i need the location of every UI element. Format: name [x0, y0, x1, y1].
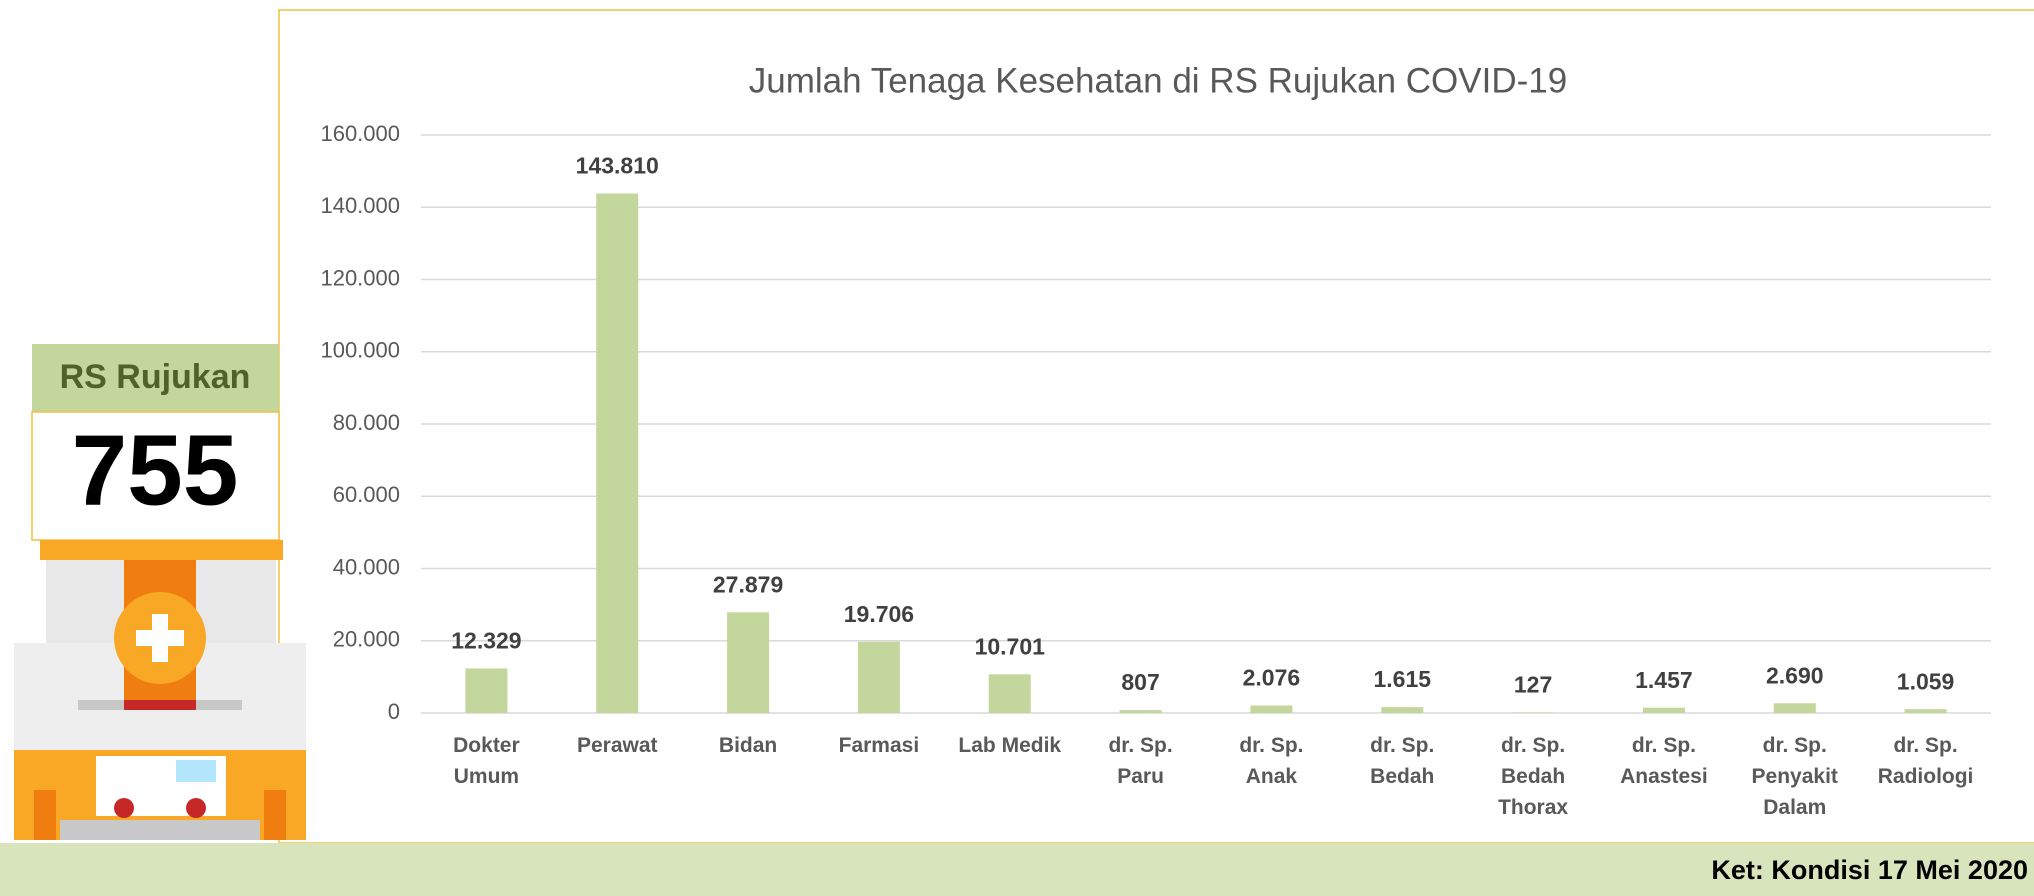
data-label: 19.706 [844, 601, 914, 627]
data-label: 12.329 [451, 628, 521, 654]
data-label: 1.615 [1373, 666, 1431, 692]
data-label: 2.690 [1766, 662, 1824, 688]
bar [1773, 703, 1816, 713]
panel-label: RS Rujukan [60, 358, 251, 396]
x-tick-label: dr. Sp. Anastesi [1620, 734, 1708, 788]
y-tick-label: 80.000 [333, 410, 400, 435]
bar [1250, 705, 1293, 713]
footer-note: Ket: Kondisi 17 Mei 2020 [1711, 855, 2028, 885]
data-label: 10.701 [975, 633, 1046, 659]
bar [1642, 707, 1685, 713]
bar [596, 193, 639, 713]
panel-count: 755 [72, 414, 239, 526]
data-label: 1.059 [1897, 668, 1955, 694]
y-tick-label: 160.000 [320, 121, 400, 146]
bar [465, 668, 508, 713]
data-label: 27.879 [713, 571, 783, 597]
x-tick-label: dr. Sp. Penyakit Dalam [1751, 734, 1838, 819]
x-tick-label: Farmasi [838, 734, 920, 757]
x-tick-label: dr. Sp. Bedah Thorax [1498, 734, 1569, 819]
x-tick-label: dr. Sp. Radiologi [1877, 734, 1974, 788]
hospital-icon [14, 540, 306, 840]
bar [988, 674, 1031, 713]
y-tick-label: 120.000 [320, 265, 400, 290]
x-tick-label: Dokter Umum [453, 734, 520, 788]
x-tick-label: dr. Sp. Paru [1108, 734, 1173, 788]
data-label: 127 [1514, 672, 1552, 698]
x-tick-label: Bidan [718, 734, 778, 757]
data-label: 807 [1121, 669, 1159, 695]
bar [1381, 707, 1424, 713]
footer-band [0, 843, 2034, 896]
bar [1119, 710, 1162, 713]
y-tick-label: 100.000 [320, 338, 400, 363]
y-tick-label: 20.000 [333, 627, 400, 652]
x-tick-label: Perawat [576, 734, 658, 757]
data-label: 1.457 [1635, 667, 1693, 693]
x-tick-label: Lab Medik [958, 734, 1062, 757]
data-label: 143.810 [576, 153, 659, 179]
y-tick-label: 60.000 [333, 482, 400, 507]
bar [1904, 709, 1947, 713]
y-tick-label: 140.000 [320, 193, 400, 218]
bar [727, 612, 770, 713]
bar [857, 641, 900, 713]
x-tick-label: dr. Sp. Bedah [1370, 734, 1435, 788]
data-label: 2.076 [1243, 665, 1301, 691]
panel-header [32, 344, 279, 412]
y-tick-label: 0 [388, 699, 400, 724]
x-tick-label: dr. Sp. Anak [1239, 734, 1304, 788]
chart-title: Jumlah Tenaga Kesehatan di RS Rujukan CO… [749, 61, 1567, 100]
y-tick-label: 40.000 [333, 554, 400, 579]
